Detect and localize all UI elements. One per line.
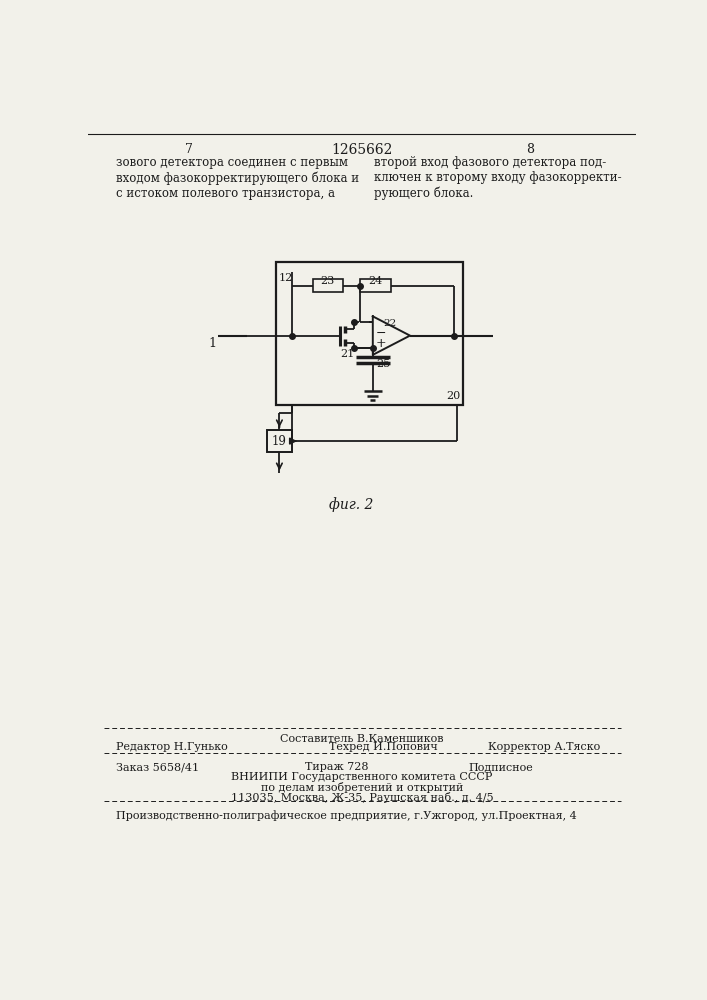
Text: зового детектора соединен с первым
входом фазокорректирующего блока и
с истоком : зового детектора соединен с первым входо… — [115, 156, 358, 200]
Text: ВНИИПИ Государственного комитета СССР: ВНИИПИ Государственного комитета СССР — [231, 772, 493, 782]
Text: Подписное: Подписное — [468, 762, 533, 772]
Text: Составитель В.Каменшиков: Составитель В.Каменшиков — [280, 734, 444, 744]
Text: Техред И.Попович: Техред И.Попович — [329, 742, 438, 752]
Text: второй вход фазового детектора под-
ключен к второму входу фазокорректи-
рующего: второй вход фазового детектора под- ключ… — [373, 156, 621, 200]
Text: Производственно-полиграфическое предприятие, г.Ужгород, ул.Проектная, 4: Производственно-полиграфическое предприя… — [115, 811, 576, 821]
Text: 24: 24 — [368, 276, 382, 286]
Text: −: − — [376, 327, 387, 340]
Bar — [276, 262, 464, 405]
Text: 12: 12 — [279, 273, 293, 283]
Text: 20: 20 — [446, 391, 461, 401]
Text: 22: 22 — [383, 319, 396, 328]
Text: 23: 23 — [321, 276, 335, 286]
Text: 21: 21 — [340, 349, 354, 359]
Text: по делам изобретений и открытий: по делам изобретений и открытий — [261, 782, 463, 793]
Text: Заказ 5658/41: Заказ 5658/41 — [115, 762, 199, 772]
Bar — [313, 279, 343, 292]
Text: 7: 7 — [185, 143, 193, 156]
Text: 1265662: 1265662 — [332, 143, 392, 157]
Text: 25: 25 — [376, 359, 390, 369]
Text: 113035, Москва, Ж-35, Раушская наб., д. 4/5: 113035, Москва, Ж-35, Раушская наб., д. … — [230, 792, 493, 803]
Text: Тираж 728: Тираж 728 — [305, 762, 369, 772]
Text: фиг. 2: фиг. 2 — [329, 497, 373, 512]
Text: 19: 19 — [272, 435, 287, 448]
Text: Корректор А.Тяско: Корректор А.Тяско — [488, 742, 600, 752]
Text: 8: 8 — [526, 143, 534, 156]
Text: +: + — [376, 337, 387, 350]
Bar — [360, 279, 391, 292]
Text: 1: 1 — [209, 337, 216, 350]
Text: Редактор Н.Гунько: Редактор Н.Гунько — [115, 742, 227, 752]
Bar — [267, 430, 292, 452]
